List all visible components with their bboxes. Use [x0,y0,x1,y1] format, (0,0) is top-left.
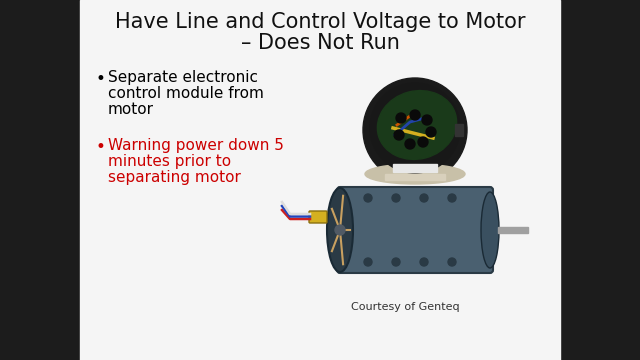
Bar [385,174,445,180]
Circle shape [410,110,420,120]
Circle shape [363,78,467,182]
FancyBboxPatch shape [309,211,327,223]
Bar [498,227,528,233]
Circle shape [422,115,432,125]
Ellipse shape [365,164,465,184]
Circle shape [392,194,400,202]
Bar [393,164,437,172]
Text: control module from: control module from [108,86,264,101]
Ellipse shape [378,91,456,159]
Text: Warning power down 5: Warning power down 5 [108,138,284,153]
Circle shape [405,139,415,149]
Circle shape [370,83,460,173]
Text: motor: motor [108,102,154,117]
Text: •: • [95,138,105,156]
Text: separating motor: separating motor [108,170,241,185]
Text: minutes prior to: minutes prior to [108,154,231,169]
Circle shape [364,194,372,202]
Circle shape [426,127,436,137]
Bar [455,124,463,136]
Circle shape [394,130,404,140]
Ellipse shape [327,188,353,272]
Text: Have Line and Control Voltage to Motor: Have Line and Control Voltage to Motor [115,12,525,32]
Circle shape [448,258,456,266]
Text: Separate electronic: Separate electronic [108,70,258,85]
Circle shape [420,194,428,202]
FancyBboxPatch shape [337,187,493,273]
Circle shape [396,113,406,123]
Circle shape [392,258,400,266]
Circle shape [420,258,428,266]
Text: •: • [95,70,105,88]
Circle shape [364,258,372,266]
Circle shape [418,137,428,147]
Circle shape [448,194,456,202]
Bar [80,0,560,360]
Ellipse shape [481,192,499,268]
Text: Courtesy of Genteq: Courtesy of Genteq [351,302,460,312]
Circle shape [335,225,345,235]
Text: – Does Not Run: – Does Not Run [241,33,399,53]
